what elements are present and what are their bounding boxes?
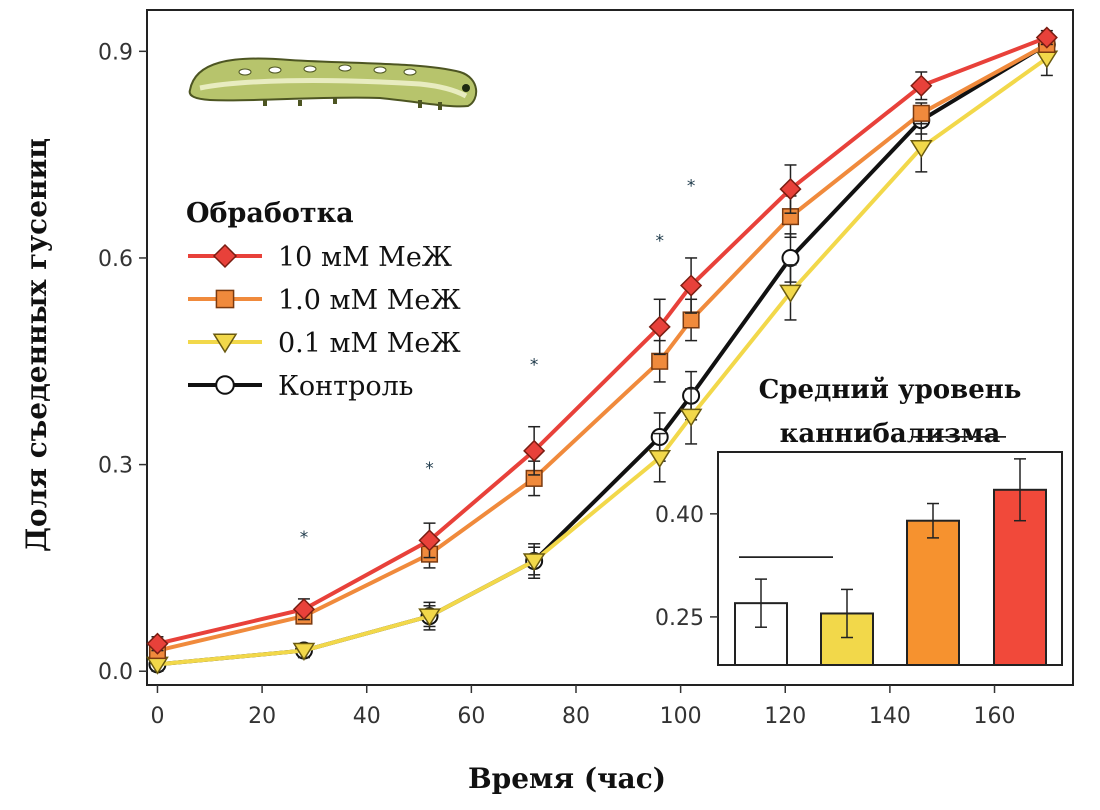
inset-bar xyxy=(906,519,960,666)
inset-title-line-2: каннибализма xyxy=(780,419,1001,449)
data-point xyxy=(909,140,933,159)
data-point xyxy=(779,178,802,201)
y-tick-label: 0.9 xyxy=(98,40,133,65)
data-point xyxy=(651,352,669,370)
y-tick-label: 0.6 xyxy=(98,247,133,272)
legend-marker xyxy=(212,243,238,269)
y-tick-label: 0.0 xyxy=(98,660,133,685)
data-point xyxy=(912,104,930,122)
data-point xyxy=(680,274,703,297)
plot-frame xyxy=(146,9,1074,686)
y-tick-label: 0.3 xyxy=(98,454,133,479)
data-point xyxy=(522,553,546,572)
series-0 xyxy=(146,26,1058,655)
caterpillar-illustration xyxy=(188,57,478,110)
data-point xyxy=(910,74,933,97)
data-point xyxy=(781,248,800,267)
x-tick-label: 120 xyxy=(764,704,806,729)
data-point xyxy=(1035,26,1058,49)
legend-item-2: 0.1 мМ МеЖ xyxy=(188,328,461,359)
x-tick-label: 20 xyxy=(248,704,276,729)
x-tick-label: 40 xyxy=(353,704,381,729)
y-axis-title: Доля съеденных гусениц xyxy=(20,138,53,552)
inset-title-line-1: Средний уровень xyxy=(759,375,1022,405)
data-point xyxy=(418,608,441,627)
inset-y-tick-label: 0.40 xyxy=(655,503,704,528)
data-point xyxy=(682,311,700,329)
inset-chart: Средний уровень каннибализма 0.25 0.40 xyxy=(655,375,1063,667)
inset-y-tick-label: 0.25 xyxy=(655,606,704,631)
x-tick-label: 160 xyxy=(974,704,1016,729)
legend: Обработка 10 мМ МеЖ 1.0 мМ МеЖ 0.1 мМ МеЖ К… xyxy=(186,198,461,402)
significance-star: * xyxy=(300,528,309,548)
x-tick-label: 140 xyxy=(869,704,911,729)
x-tick-label: 80 xyxy=(562,704,590,729)
legend-item-3: Контроль xyxy=(188,371,413,402)
data-point xyxy=(292,642,316,661)
legend-marker xyxy=(212,333,238,354)
legend-item-1: 1.0 мМ МеЖ xyxy=(188,285,461,316)
data-point xyxy=(648,315,671,338)
data-point xyxy=(418,529,441,552)
x-tick-label: 0 xyxy=(150,704,164,729)
legend-label: 0.1 мМ МеЖ xyxy=(278,328,461,359)
legend-label: 10 мМ МеЖ xyxy=(278,242,453,273)
data-point xyxy=(779,284,802,303)
significance-star: * xyxy=(655,232,664,252)
significance-star: * xyxy=(530,356,539,376)
data-point xyxy=(523,439,546,462)
data-point xyxy=(648,449,672,469)
legend-marker xyxy=(215,375,235,395)
data-point xyxy=(292,598,316,621)
legend-title: Обработка xyxy=(186,198,354,229)
significance-star: * xyxy=(687,177,696,197)
legend-label: 1.0 мМ МеЖ xyxy=(278,285,461,316)
data-point xyxy=(146,632,169,655)
legend-item-0: 10 мМ МеЖ xyxy=(188,242,453,273)
legend-marker xyxy=(215,289,235,309)
data-point xyxy=(679,408,703,427)
x-axis-title: Время (час) xyxy=(468,762,666,795)
significance-star: * xyxy=(425,459,434,479)
legend-label: Контроль xyxy=(278,371,413,402)
x-tick-label: 60 xyxy=(457,704,485,729)
x-tick-label: 100 xyxy=(660,704,702,729)
